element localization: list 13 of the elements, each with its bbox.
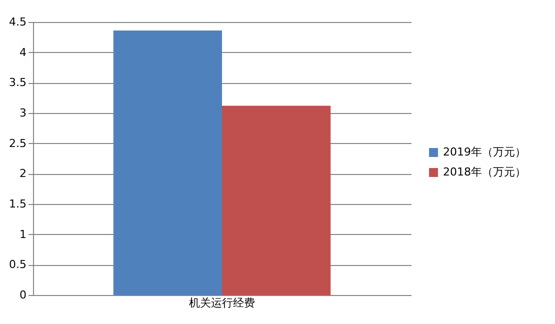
y-tick-label: 2 xyxy=(20,167,26,180)
x-tick-label: 机关运行经费 xyxy=(189,296,255,310)
y-tick-label: 1.5 xyxy=(9,198,26,210)
legend-label: 2018年（万元） xyxy=(443,166,526,178)
y-tick-label: 4.5 xyxy=(9,16,26,28)
y-tick-label: 2.5 xyxy=(9,136,26,150)
y-tick-label: 0 xyxy=(20,288,26,302)
y-tick-label: 1 xyxy=(20,228,26,241)
legend-label: 2019年（万元） xyxy=(443,146,526,158)
y-tick-label: 3.5 xyxy=(9,76,26,90)
y-tick-label: 3 xyxy=(20,106,26,120)
y-tick-label: 4 xyxy=(20,46,26,59)
y-tick-label: 0.5 xyxy=(9,258,26,272)
